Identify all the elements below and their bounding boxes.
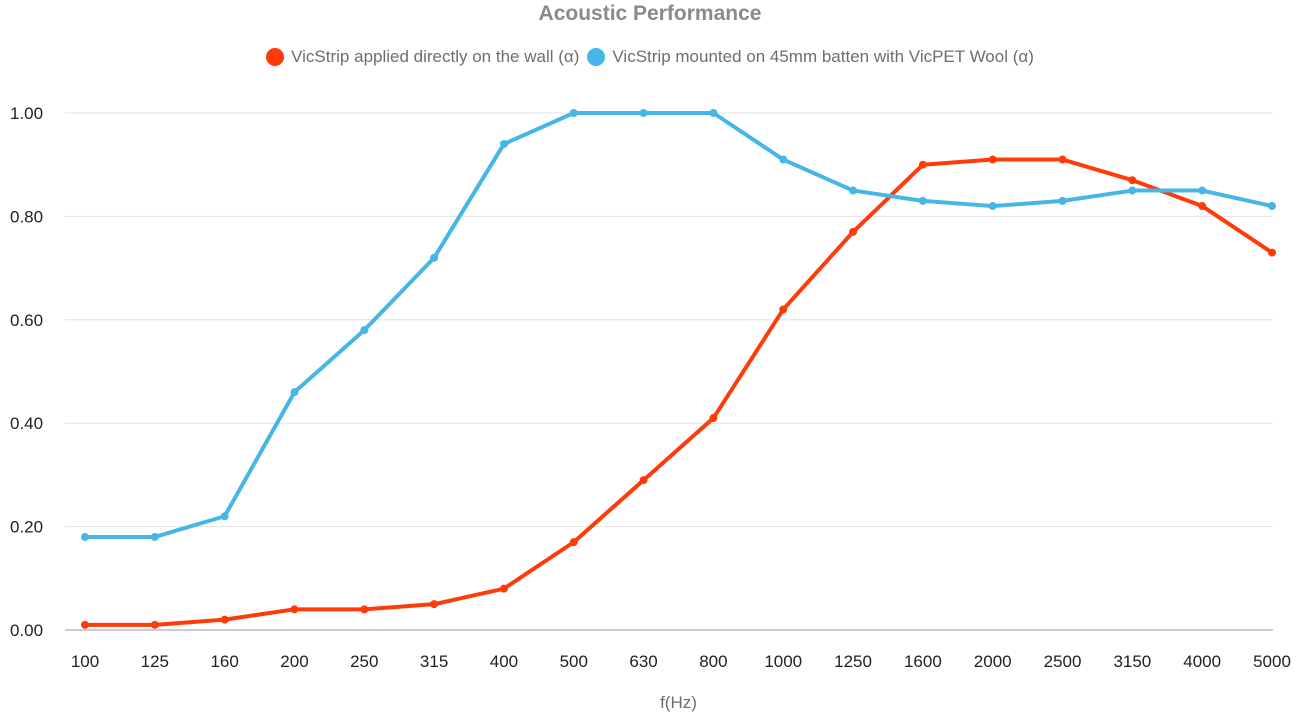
data-point: [569, 109, 578, 117]
x-tick-label: 200: [280, 652, 308, 671]
x-tick-label: 2500: [1044, 652, 1082, 671]
series-line-0: [83, 157, 1274, 627]
data-point: [639, 476, 648, 485]
x-tick-label: 160: [210, 652, 238, 671]
x-tick-label: 250: [350, 652, 378, 671]
legend: VicStrip applied directly on the wall (α…: [0, 47, 1300, 67]
x-tick-label: 500: [560, 652, 588, 671]
x-tick-label: 1600: [904, 652, 942, 671]
data-point: [430, 600, 439, 609]
x-tick-label: 100: [71, 652, 99, 671]
x-tick-label: 1000: [764, 652, 802, 671]
series-line-1: [83, 111, 1274, 539]
data-point: [709, 109, 718, 117]
data-point: [709, 414, 718, 423]
data-point: [988, 155, 997, 164]
data-point: [779, 155, 788, 164]
data-point: [499, 584, 508, 593]
x-tick-label: 2000: [974, 652, 1012, 671]
x-tick-label: 125: [141, 652, 169, 671]
data-point: [220, 615, 229, 624]
data-point: [290, 388, 299, 397]
x-tick-label: 5000: [1253, 652, 1291, 671]
data-point: [1268, 202, 1276, 211]
data-point: [430, 253, 439, 262]
data-point: [779, 305, 788, 314]
data-point: [150, 620, 159, 629]
y-tick-label: 0.00: [10, 621, 43, 640]
data-point: [1058, 196, 1067, 205]
data-point: [918, 196, 927, 205]
legend-item-batten[interactable]: VicStrip mounted on 45mm batten with Vic…: [587, 47, 1034, 67]
data-point: [499, 140, 508, 149]
y-tick-label: 1.00: [10, 104, 43, 123]
data-point: [569, 538, 578, 547]
data-point: [849, 186, 858, 195]
x-axis-label: f(Hz): [660, 693, 697, 712]
data-point: [150, 532, 159, 541]
data-point: [81, 532, 89, 541]
data-point: [360, 605, 369, 614]
y-tick-label: 0.80: [10, 207, 43, 226]
data-point: [360, 326, 369, 335]
legend-item-wall[interactable]: VicStrip applied directly on the wall (α…: [266, 47, 579, 67]
data-point: [988, 202, 997, 211]
data-point: [220, 512, 229, 521]
data-point: [1128, 176, 1137, 185]
legend-label-batten: VicStrip mounted on 45mm batten with Vic…: [612, 47, 1034, 66]
x-tick-label: 3150: [1113, 652, 1151, 671]
data-point: [290, 605, 299, 614]
x-tick-label: 4000: [1183, 652, 1221, 671]
x-tick-label: 400: [490, 652, 518, 671]
legend-swatch-wall: [266, 48, 285, 66]
data-point: [1058, 155, 1067, 164]
x-tick-label: 1250: [834, 652, 872, 671]
data-point: [918, 160, 927, 169]
y-tick-label: 0.20: [10, 518, 43, 537]
y-tick-label: 0.40: [10, 414, 43, 433]
x-tick-label: 630: [629, 652, 657, 671]
data-point: [1128, 186, 1137, 195]
data-point: [849, 227, 858, 236]
data-point: [639, 109, 648, 117]
data-point: [1198, 186, 1207, 195]
data-point: [1198, 202, 1207, 211]
chart-title: Acoustic Performance: [538, 2, 762, 25]
x-tick-label: 800: [699, 652, 727, 671]
y-tick-label: 0.60: [10, 311, 43, 330]
legend-swatch-batten: [587, 48, 606, 66]
data-point: [81, 620, 89, 629]
legend-label-wall: VicStrip applied directly on the wall (α…: [291, 47, 580, 66]
x-tick-label: 315: [420, 652, 448, 671]
data-point: [1268, 248, 1276, 257]
